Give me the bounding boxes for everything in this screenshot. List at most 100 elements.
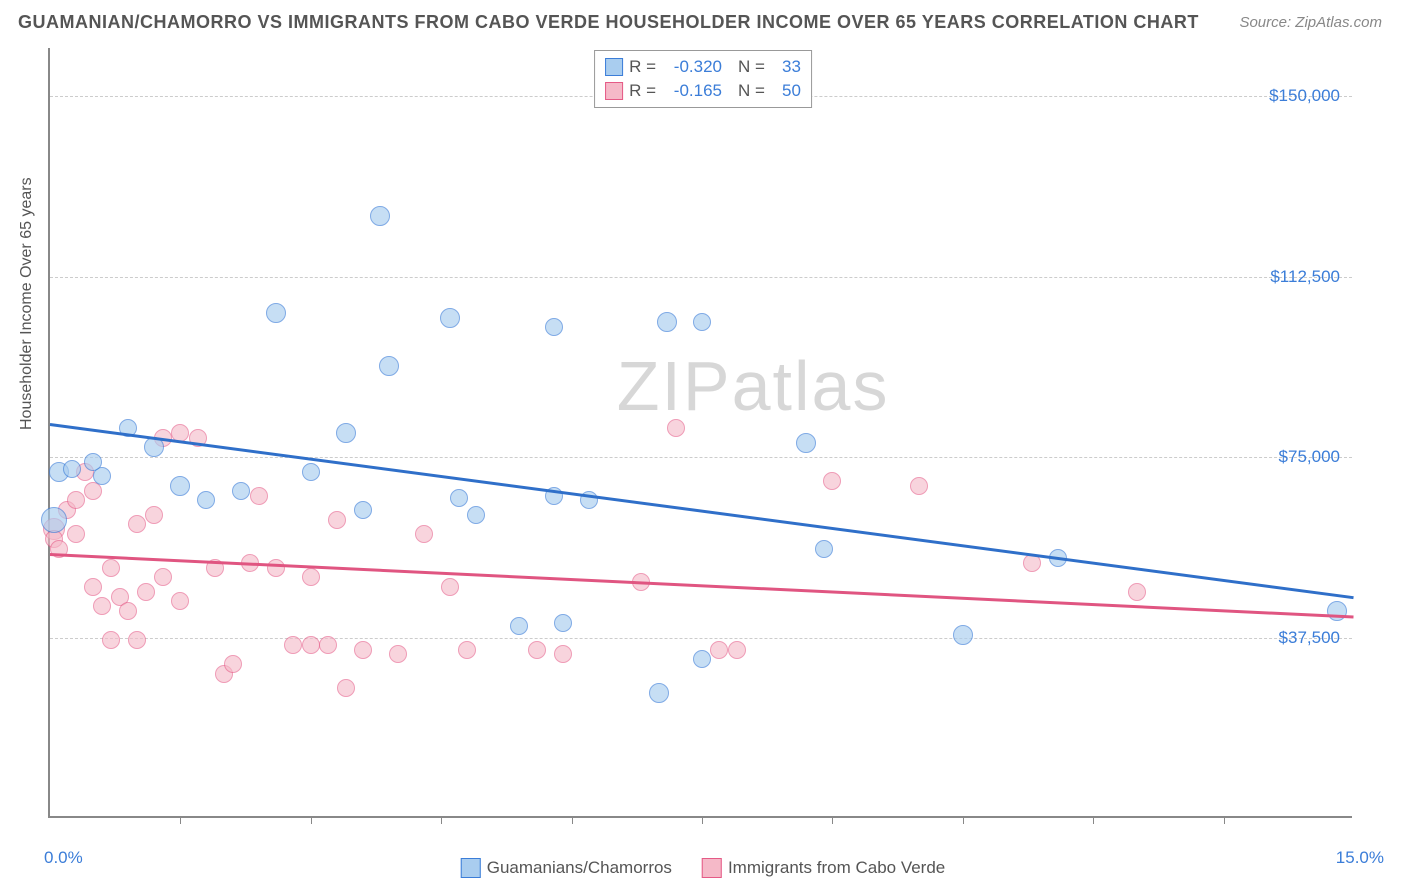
y-tick-label: $150,000 [1269, 86, 1340, 106]
data-point [823, 472, 841, 490]
data-point [137, 583, 155, 601]
data-point [710, 641, 728, 659]
legend-label: Immigrants from Cabo Verde [728, 858, 945, 878]
gridline [50, 277, 1352, 278]
legend-item: Immigrants from Cabo Verde [702, 858, 945, 878]
data-point [302, 463, 320, 481]
x-axis-max-label: 15.0% [1336, 848, 1384, 868]
data-point [63, 460, 81, 478]
data-point [467, 506, 485, 524]
legend-n-value: 50 [771, 79, 801, 103]
source-attribution: Source: ZipAtlas.com [1239, 14, 1382, 31]
x-tick [441, 816, 442, 824]
y-axis-label: Householder Income Over 65 years [18, 177, 36, 430]
data-point [667, 419, 685, 437]
data-point [370, 206, 390, 226]
x-axis-min-label: 0.0% [44, 848, 83, 868]
data-point [528, 641, 546, 659]
legend-n-label: N = [738, 79, 765, 103]
data-point [441, 578, 459, 596]
legend-stat-row: R =-0.320N =33 [605, 55, 801, 79]
data-point [102, 631, 120, 649]
data-point [284, 636, 302, 654]
data-point [693, 650, 711, 668]
data-point [354, 641, 372, 659]
y-tick-label: $75,000 [1279, 447, 1340, 467]
data-point [144, 437, 164, 457]
series-legend: Guamanians/Chamorros Immigrants from Cabo… [461, 858, 946, 878]
data-point [102, 559, 120, 577]
legend-r-value: -0.165 [662, 79, 722, 103]
gridline [50, 457, 1352, 458]
data-point [458, 641, 476, 659]
data-point [554, 645, 572, 663]
legend-swatch [605, 58, 623, 76]
data-point [815, 540, 833, 558]
data-point [302, 568, 320, 586]
x-tick [180, 816, 181, 824]
data-point [440, 308, 460, 328]
data-point [389, 645, 407, 663]
y-tick-label: $112,500 [1270, 267, 1340, 287]
data-point [337, 679, 355, 697]
data-point [232, 482, 250, 500]
legend-r-label: R = [629, 55, 656, 79]
legend-n-value: 33 [771, 55, 801, 79]
x-tick [963, 816, 964, 824]
data-point [67, 525, 85, 543]
data-point [128, 515, 146, 533]
legend-item: Guamanians/Chamorros [461, 858, 672, 878]
data-point [657, 312, 677, 332]
data-point [154, 568, 172, 586]
correlation-legend: R =-0.320N =33R =-0.165 N =50 [594, 50, 812, 108]
y-tick-label: $37,500 [1279, 628, 1340, 648]
data-point [67, 491, 85, 509]
x-tick [1224, 816, 1225, 824]
data-point [302, 636, 320, 654]
watermark: ZIPatlas [617, 346, 890, 426]
data-point [510, 617, 528, 635]
data-point [128, 631, 146, 649]
data-point [354, 501, 372, 519]
plot-area: ZIPatlas $37,500 $75,000 $112,500 $150,000 [48, 48, 1352, 818]
data-point [319, 636, 337, 654]
data-point [41, 507, 67, 533]
x-tick [1093, 816, 1094, 824]
x-tick [311, 816, 312, 824]
data-point [197, 491, 215, 509]
data-point [415, 525, 433, 543]
chart-title: GUAMANIAN/CHAMORRO VS IMMIGRANTS FROM CA… [18, 12, 1199, 33]
data-point [224, 655, 242, 673]
legend-swatch [461, 858, 481, 878]
data-point [145, 506, 163, 524]
data-point [1327, 601, 1347, 621]
x-tick [702, 816, 703, 824]
data-point [450, 489, 468, 507]
data-point [1128, 583, 1146, 601]
x-tick [832, 816, 833, 824]
data-point [84, 453, 102, 471]
legend-swatch [702, 858, 722, 878]
gridline [50, 638, 1352, 639]
data-point [379, 356, 399, 376]
x-tick [572, 816, 573, 824]
data-point [84, 578, 102, 596]
data-point [328, 511, 346, 529]
legend-r-value: -0.320 [662, 55, 722, 79]
trend-line [50, 553, 1354, 618]
trend-line [50, 423, 1354, 599]
data-point [267, 559, 285, 577]
data-point [545, 318, 563, 336]
data-point [953, 625, 973, 645]
legend-r-label: R = [629, 79, 656, 103]
data-point [910, 477, 928, 495]
data-point [119, 602, 137, 620]
data-point [170, 476, 190, 496]
data-point [336, 423, 356, 443]
legend-stat-row: R =-0.165 N =50 [605, 79, 801, 103]
data-point [250, 487, 268, 505]
data-point [693, 313, 711, 331]
data-point [171, 592, 189, 610]
data-point [728, 641, 746, 659]
data-point [554, 614, 572, 632]
